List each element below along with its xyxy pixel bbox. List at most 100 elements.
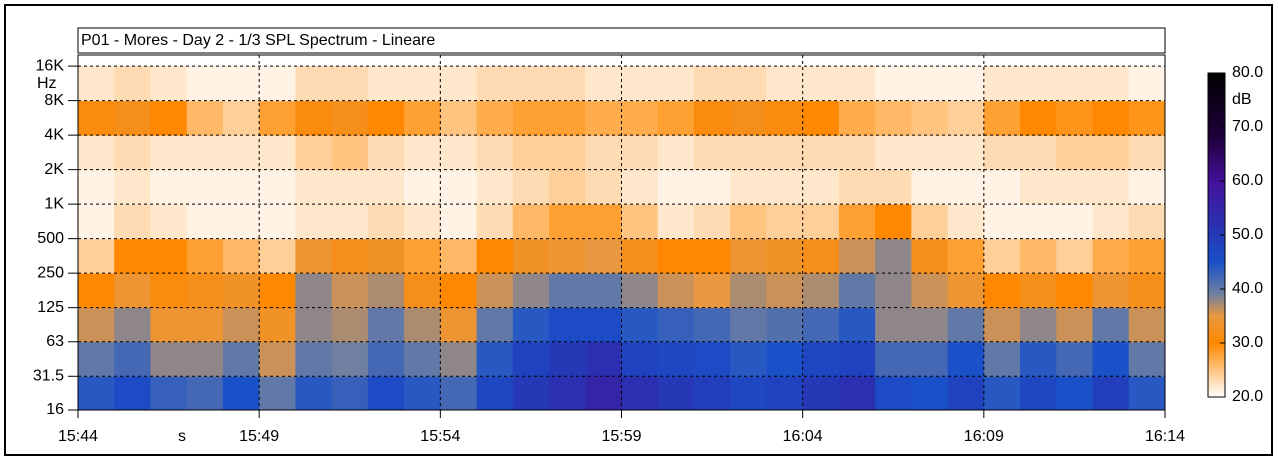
heatmap-cell	[911, 169, 949, 205]
heatmap-cell	[802, 238, 840, 274]
heatmap-cell	[1020, 169, 1057, 205]
heatmap-cell	[911, 204, 949, 240]
heatmap-cell	[621, 100, 659, 136]
heatmap-cell	[259, 307, 296, 343]
heatmap-cell	[404, 204, 441, 240]
heatmap-cell	[512, 204, 550, 240]
heatmap-cell	[802, 135, 840, 171]
plot-border	[77, 54, 1166, 411]
heatmap-cell	[875, 273, 912, 309]
heatmap-cell	[476, 135, 514, 171]
heatmap-cell	[621, 66, 659, 102]
heatmap-cell	[911, 307, 949, 343]
heatmap-cell	[693, 307, 731, 343]
heatmap-cell	[440, 273, 478, 309]
heatmap-cell	[440, 341, 478, 377]
heatmap-cell	[186, 66, 224, 102]
heatmap-cell	[1128, 307, 1166, 343]
heatmap-cell	[1092, 66, 1130, 102]
heatmap-cell	[78, 273, 115, 309]
heatmap-cell	[657, 376, 695, 411]
heatmap-cell	[1020, 238, 1057, 274]
heatmap-cell	[150, 204, 188, 240]
heatmap-cell	[766, 135, 804, 171]
heatmap-cell	[1020, 135, 1057, 171]
heatmap-cell	[549, 376, 586, 411]
heatmap-cell	[657, 307, 695, 343]
heatmap-cell	[657, 204, 695, 240]
heatmap-cell	[331, 376, 369, 411]
heatmap-cell	[730, 135, 767, 171]
heatmap-cell	[404, 273, 441, 309]
heatmap-cell	[585, 376, 622, 411]
y-tick-label: 8K	[44, 92, 64, 109]
heatmap-cell	[983, 204, 1021, 240]
heatmap-cell	[259, 273, 296, 309]
heatmap-cell	[693, 169, 731, 205]
heatmap-cell	[730, 273, 767, 309]
heatmap-cell	[1128, 204, 1166, 240]
heatmap-cell	[476, 341, 514, 377]
heatmap-cell	[549, 100, 586, 136]
heatmap-cell	[1128, 100, 1166, 136]
heatmap-cell	[657, 66, 695, 102]
colorbar-tick-label: 30.0	[1232, 334, 1263, 351]
heatmap-cell	[78, 376, 115, 411]
heatmap-cell	[150, 135, 188, 171]
heatmap-cell	[367, 273, 405, 309]
heatmap-cell	[838, 100, 876, 136]
heatmap-cell	[222, 169, 260, 205]
heatmap-cell	[621, 307, 659, 343]
heatmap-cell	[766, 238, 804, 274]
heatmap-cell	[693, 100, 731, 136]
heatmap-cell	[186, 376, 224, 411]
heatmap-cell	[947, 204, 985, 240]
heatmap-cell	[621, 135, 659, 171]
heatmap-cell	[222, 238, 260, 274]
heatmap-cell	[150, 273, 188, 309]
heatmap-cell	[295, 135, 333, 171]
heatmap-cell	[150, 376, 188, 411]
heatmap-cell	[1020, 204, 1057, 240]
heatmap-cell	[476, 204, 514, 240]
heatmap-cell	[947, 273, 985, 309]
heatmap-cell	[367, 100, 405, 136]
heatmap-cell	[331, 66, 369, 102]
heatmap-cell	[295, 204, 333, 240]
heatmap-cell	[114, 341, 151, 377]
heatmap-cell	[802, 100, 840, 136]
heatmap-cell	[875, 66, 912, 102]
heatmap-cell	[766, 100, 804, 136]
heatmap-cell	[947, 135, 985, 171]
heatmap-cell	[585, 66, 622, 102]
heatmap-cell	[367, 341, 405, 377]
heatmap-cell	[802, 376, 840, 411]
heatmap-cell	[911, 273, 949, 309]
y-tick-label: 63	[46, 333, 64, 350]
y-tick-label: 250	[37, 264, 64, 281]
heatmap-cell	[222, 100, 260, 136]
heatmap-cell	[150, 169, 188, 205]
heatmap-cell	[1092, 135, 1130, 171]
heatmap-cell	[621, 341, 659, 377]
heatmap-cell	[367, 204, 405, 240]
heatmap-cell	[1128, 169, 1166, 205]
heatmap-cell	[983, 238, 1021, 274]
heatmap-cell	[404, 238, 441, 274]
heatmap-cell	[1020, 307, 1057, 343]
heatmap-cell	[1128, 273, 1166, 309]
heatmap-cell	[947, 376, 985, 411]
heatmap-cell	[404, 66, 441, 102]
heatmap-cell	[549, 307, 586, 343]
heatmap-cell	[259, 376, 296, 411]
heatmap-cell	[295, 66, 333, 102]
heatmap-cell	[440, 100, 478, 136]
heatmap-cell	[838, 273, 876, 309]
heatmap-cell	[186, 238, 224, 274]
heatmap-cell	[512, 135, 550, 171]
heatmap-cell	[331, 135, 369, 171]
heatmap-cell	[186, 100, 224, 136]
heatmap-cell	[947, 238, 985, 274]
heatmap-cell	[512, 100, 550, 136]
